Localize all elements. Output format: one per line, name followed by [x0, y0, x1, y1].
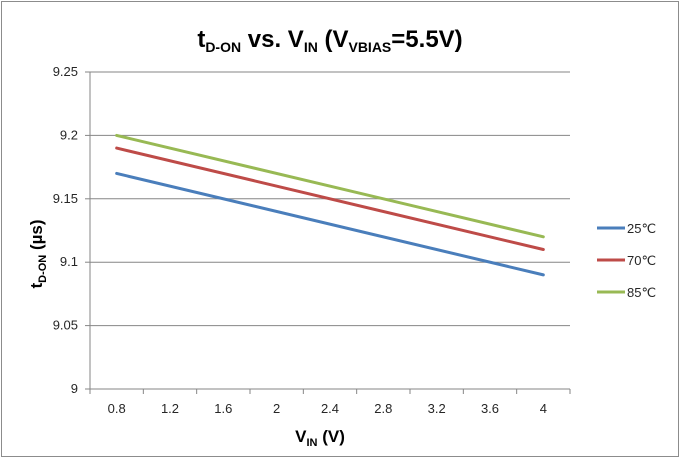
- x-tick-label: 1.2: [161, 401, 179, 416]
- y-tick-label: 9: [71, 381, 78, 396]
- x-axis-label: VIN (V): [295, 427, 345, 449]
- series-line-1: [115, 146, 545, 252]
- y-tick-label: 9.15: [53, 191, 78, 206]
- legend-label-2: 85℃: [627, 285, 656, 300]
- x-tick-label: 0.8: [108, 401, 126, 416]
- chart-title: tD-ON vs. VIN (VVBIAS=5.5V): [197, 26, 462, 55]
- x-tick-label: 2: [273, 401, 280, 416]
- x-tick-label: 2.4: [321, 401, 339, 416]
- legend: 25℃ 70℃ 85℃: [597, 221, 656, 300]
- series-lines: [115, 133, 545, 277]
- x-tick-label: 4: [540, 401, 547, 416]
- x-tick-labels: 0.8 1.2 1.6 2 2.4 2.8 3.2 3.6 4: [108, 401, 547, 416]
- legend-label-1: 70℃: [627, 253, 656, 268]
- y-tick-label: 9.05: [53, 318, 78, 333]
- series-line-2: [115, 133, 545, 239]
- y-tick-label: 9.25: [53, 64, 78, 79]
- y-tick-labels: 9 9.05 9.1 9.15 9.2 9.25: [53, 64, 78, 396]
- x-tick-label: 3.6: [481, 401, 499, 416]
- y-tick-label: 9.1: [60, 254, 78, 269]
- y-tick-label: 9.2: [60, 127, 78, 142]
- x-tick-label: 3.2: [428, 401, 446, 416]
- x-tick-label: 2.8: [374, 401, 392, 416]
- legend-label-0: 25℃: [627, 221, 656, 236]
- x-tick-label: 1.6: [214, 401, 232, 416]
- gridlines: [85, 71, 571, 394]
- y-axis-label: tD-ON (µs): [27, 219, 49, 288]
- series-line-0: [115, 171, 545, 277]
